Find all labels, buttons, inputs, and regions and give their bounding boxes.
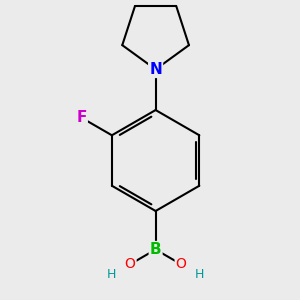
Text: H: H	[107, 268, 117, 281]
Text: O: O	[176, 257, 187, 271]
Text: O: O	[125, 257, 136, 271]
Text: B: B	[150, 242, 161, 257]
Text: F: F	[76, 110, 87, 125]
Text: H: H	[195, 268, 204, 281]
Text: N: N	[149, 62, 162, 77]
